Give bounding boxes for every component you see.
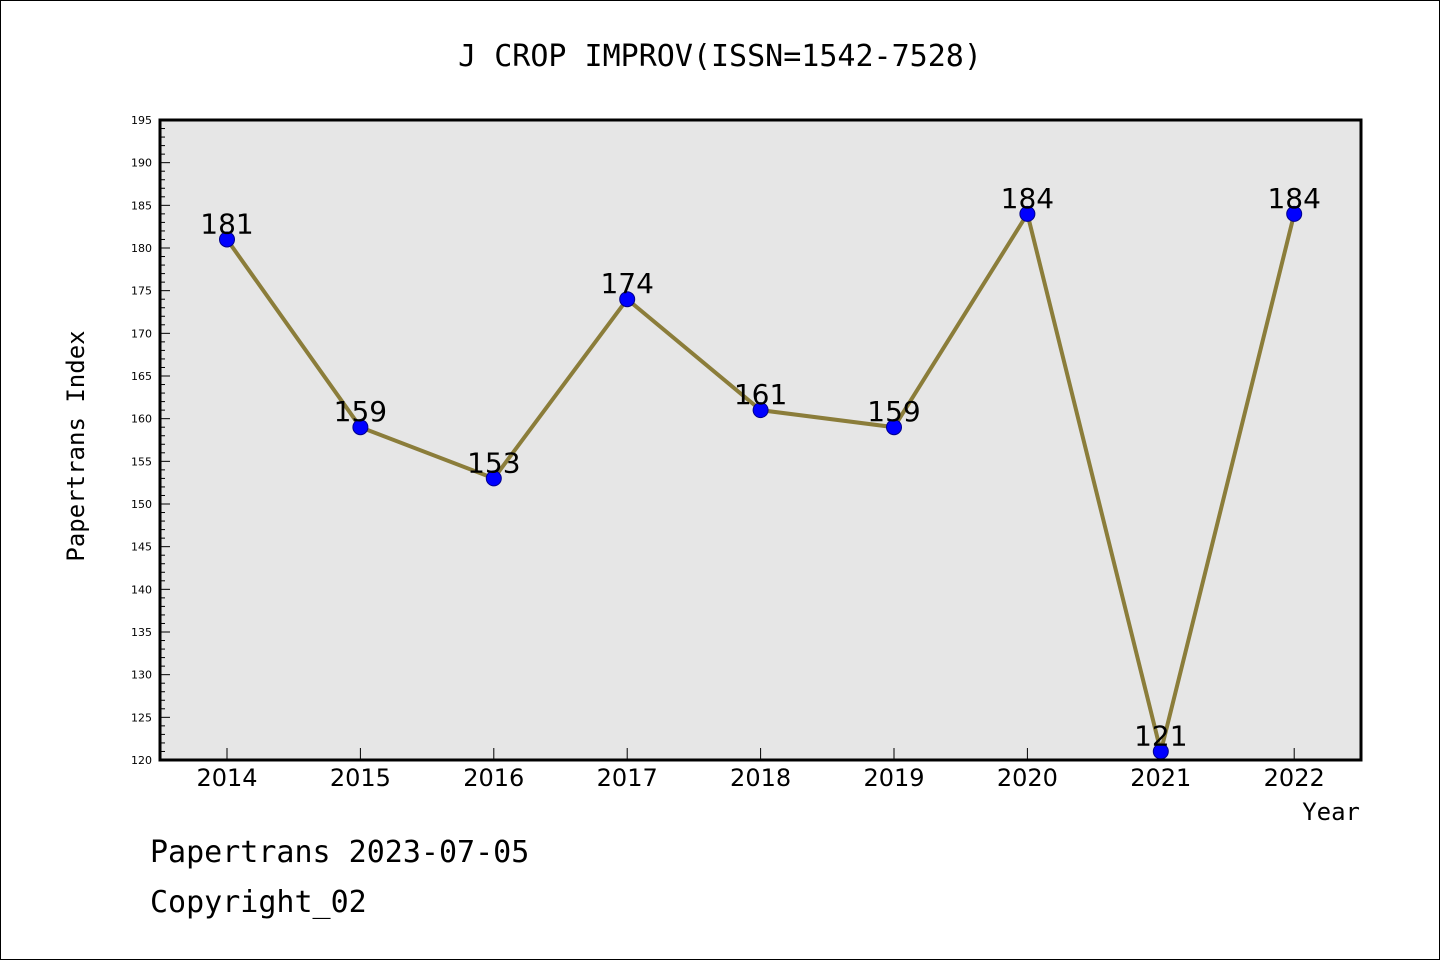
y-tick-label: 150 (131, 498, 152, 511)
data-point (1286, 205, 1303, 222)
x-tick-label: 2020 (997, 764, 1058, 792)
y-tick-label: 125 (131, 711, 152, 724)
data-point (752, 402, 769, 419)
y-tick-label: 135 (131, 626, 152, 639)
data-label: 159 (867, 395, 920, 428)
x-axis-label: Year (1302, 798, 1360, 826)
data-point (619, 291, 636, 308)
data-label: 184 (1267, 182, 1320, 215)
x-tick-label: 2015 (330, 764, 391, 792)
y-axis: 120 125 130 135 140 145 150 155 160 165 170 175 180 1… (131, 114, 170, 767)
data-label: 161 (734, 378, 787, 411)
x-tick-label: 2016 (463, 764, 524, 792)
x-tick-label: 2014 (196, 764, 257, 792)
y-tick-label: 120 (131, 754, 152, 767)
y-tick-label: 145 (131, 541, 152, 554)
data-point (352, 419, 369, 436)
y-tick-label: 180 (131, 242, 152, 255)
x-tick-label: 2017 (597, 764, 658, 792)
y-tick-label: 195 (131, 114, 152, 127)
data-point (485, 470, 502, 487)
y-tick-label: 165 (131, 370, 152, 383)
y-tick-label: 185 (131, 199, 152, 212)
y-tick-label: 130 (131, 669, 152, 682)
x-axis: 2014 2015 2016 2017 2018 2019 2020 2021 2022 (196, 748, 1325, 792)
y-tick-label: 190 (131, 157, 152, 170)
data-label: 184 (1001, 182, 1054, 215)
y-tick-label: 160 (131, 413, 152, 426)
y-axis-label: Papertrans Index (62, 330, 90, 561)
x-tick-label: 2021 (1130, 764, 1191, 792)
x-tick-label: 2018 (730, 764, 791, 792)
data-label: 181 (200, 207, 253, 240)
source-date-text: Papertrans 2023-07-05 (150, 835, 530, 870)
x-tick-label: 2019 (863, 764, 924, 792)
data-point (219, 231, 235, 248)
x-tick-label: 2022 (1264, 764, 1325, 792)
y-tick-label: 140 (131, 583, 152, 596)
plot-area (160, 120, 1361, 760)
data-label: 174 (600, 267, 653, 300)
copyright-text: Copyright_02 (150, 885, 367, 920)
data-point (1019, 205, 1036, 222)
y-tick-label: 175 (131, 285, 152, 298)
data-point (886, 419, 902, 436)
y-tick-label: 170 (131, 327, 152, 340)
data-label: 159 (334, 395, 387, 428)
chart-title: J CROP IMPROV(ISSN=1542-7528) (458, 39, 982, 74)
plot-border (158, 118, 1363, 762)
series: 181 159 153 174 161 159 184 121 184 (200, 182, 1321, 760)
data-label: 121 (1134, 719, 1187, 752)
y-tick-label: 155 (131, 455, 152, 468)
data-label: 153 (467, 446, 520, 479)
